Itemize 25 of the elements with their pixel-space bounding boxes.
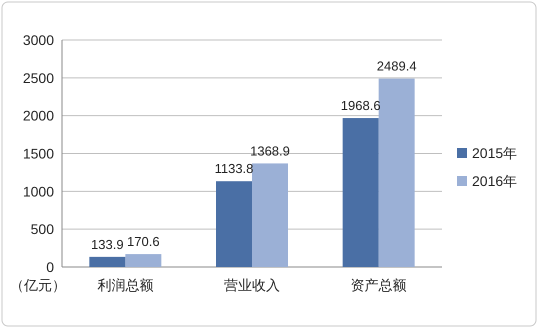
y-tick-label: 1000: [22, 183, 54, 200]
data-label: 170.6: [127, 234, 160, 250]
data-label: 2489.4: [376, 58, 417, 74]
data-label: 1968.6: [340, 98, 381, 114]
y-tick-label: 500: [30, 221, 54, 238]
bar: [342, 118, 379, 267]
bar: [216, 181, 252, 267]
data-label: 1368.9: [250, 143, 290, 158]
data-label: 1133.8: [214, 161, 254, 176]
legend-label: 2016年: [472, 173, 518, 189]
y-tick-label: 3000: [22, 32, 54, 48]
legend-label: 2015年: [472, 145, 518, 161]
bar: [89, 256, 126, 267]
y-tick-label: 2000: [22, 108, 54, 124]
y-tick-label: 2500: [22, 70, 54, 86]
x-tick-label: 利润总额: [97, 277, 154, 293]
y-tick-label: 0: [46, 259, 54, 275]
x-tick-label: 资产总额: [350, 277, 407, 293]
bar: [125, 254, 162, 267]
y-tick-label: 1500: [22, 146, 54, 162]
y-axis-title: （亿元）: [10, 277, 66, 293]
bar: [252, 163, 288, 267]
x-tick-label: 营业收入: [224, 277, 280, 293]
data-label: 133.9: [91, 236, 124, 252]
bar: [378, 78, 415, 267]
